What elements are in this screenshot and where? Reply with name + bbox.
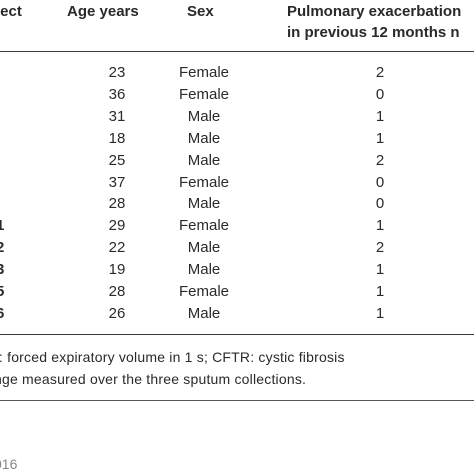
exacerbations-cell: 0 [375, 173, 385, 191]
header-divider [0, 51, 474, 52]
sex-cell: Male [187, 195, 221, 213]
sex-cell: Female [178, 64, 230, 81]
year-text: 016 [0, 456, 18, 472]
age-cell: 36 [108, 85, 126, 103]
exacerbations-cell: 2 [375, 239, 385, 257]
table-bottom-divider [0, 334, 474, 335]
table-row: 37 Female 0 [0, 174, 474, 196]
exacerbations-cell: 0 [375, 195, 385, 213]
table-row: 28 Male 0 [0, 195, 474, 217]
age-cell: 28 [108, 195, 126, 213]
header-exacerbation-line2: in previous 12 months n [287, 24, 460, 41]
age-cell: 37 [108, 173, 126, 191]
header-exacerbation-line1: Pulmonary exacerbation [287, 3, 462, 20]
subject-cell: 3 [0, 261, 5, 279]
sex-cell: Female [178, 217, 230, 235]
table-row: 6 26 Male 1 [0, 305, 474, 327]
table-row: 5 28 Female 1 [0, 283, 474, 305]
exacerbations-cell: 1 [375, 304, 385, 322]
footnote-line-1: ₁: forced expiratory volume in 1 s; CFTR… [0, 349, 345, 365]
subject-cell: 1 [0, 217, 5, 235]
sex-cell: Female [178, 283, 230, 300]
subject-cell: 6 [0, 304, 5, 322]
exacerbations-cell: 2 [375, 64, 385, 81]
sex-cell: Male [187, 304, 221, 322]
exacerbations-cell: 0 [375, 85, 385, 103]
exacerbations-cell: 1 [375, 283, 385, 300]
subject-cell: 5 [0, 283, 5, 300]
age-cell: 18 [108, 129, 126, 147]
age-cell: 22 [108, 239, 126, 257]
sex-cell: Male [187, 151, 221, 169]
exacerbations-cell: 1 [375, 129, 385, 147]
exacerbations-cell: 2 [375, 151, 385, 169]
age-cell: 26 [108, 304, 126, 322]
table-row: 23 Female 2 [0, 64, 474, 86]
exacerbations-cell: 1 [375, 107, 385, 125]
age-cell: 29 [108, 217, 126, 235]
exacerbations-cell: 1 [375, 261, 385, 279]
age-cell: 23 [108, 64, 126, 81]
table-row: 3 19 Male 1 [0, 261, 474, 283]
age-cell: 28 [108, 283, 126, 300]
exacerbations-cell: 1 [375, 217, 385, 235]
age-cell: 25 [108, 151, 126, 169]
table-row: 31 Male 1 [0, 108, 474, 130]
table-row: 36 Female 0 [0, 86, 474, 108]
header-sex: Sex [187, 3, 214, 20]
subject-cell: 2 [0, 239, 5, 257]
age-cell: 19 [108, 261, 126, 279]
sex-cell: Male [187, 239, 221, 257]
sex-cell: Female [178, 173, 230, 191]
sex-cell: Female [178, 85, 230, 103]
header-subject: ject [0, 3, 22, 20]
sex-cell: Male [187, 107, 221, 125]
table-row: 25 Male 2 [0, 152, 474, 174]
footnote-line-2: nge measured over the three sputum colle… [0, 371, 307, 387]
table-row: 1 29 Female 1 [0, 217, 474, 239]
header-age: Age years [67, 3, 139, 20]
table-row: 18 Male 1 [0, 130, 474, 152]
table-row: 2 22 Male 2 [0, 239, 474, 261]
footnote-bottom-divider [0, 400, 474, 401]
sex-cell: Male [187, 129, 221, 147]
sex-cell: Male [187, 261, 221, 279]
age-cell: 31 [108, 107, 126, 125]
